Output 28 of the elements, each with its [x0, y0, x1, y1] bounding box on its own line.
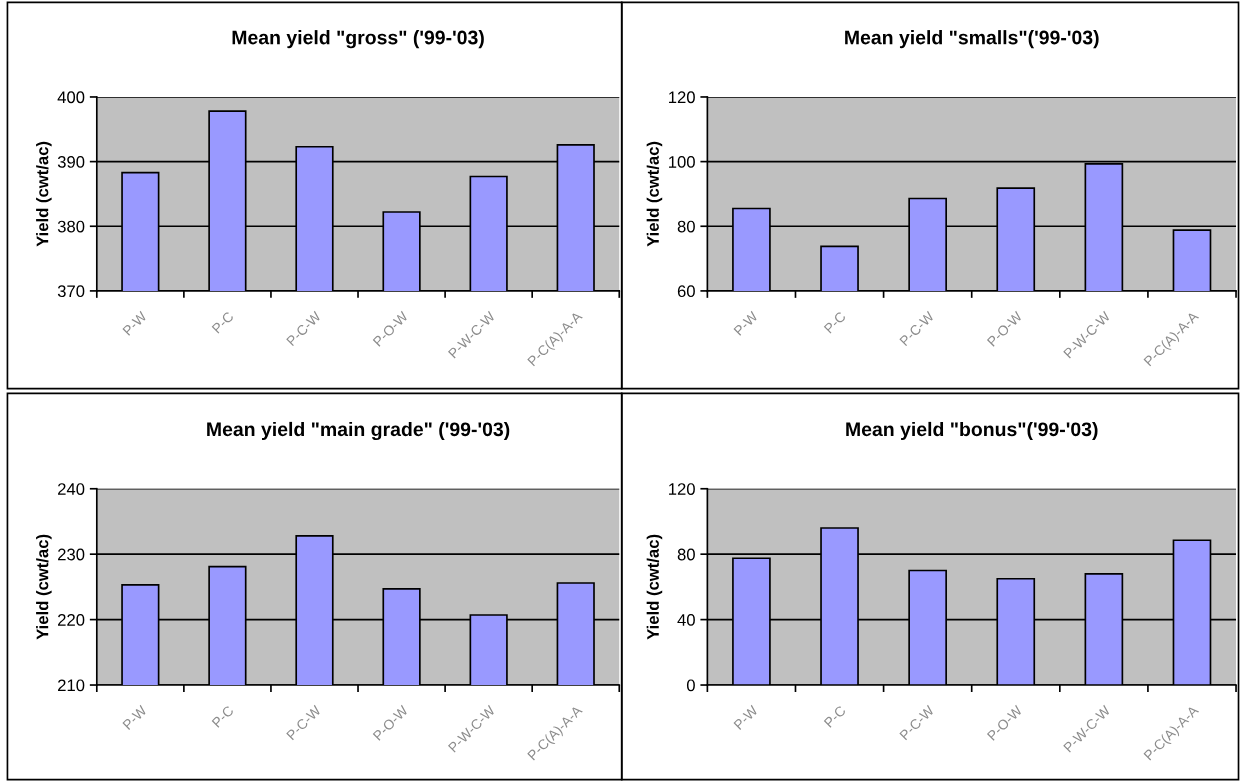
chart-title: Mean yield "main grade" ('99-'03)	[207, 421, 510, 441]
y-axis-title: Yield (cwt/ac)	[36, 141, 52, 247]
y-tick-label: 80	[677, 220, 695, 233]
y-tick-label: 100	[669, 156, 695, 168]
x-tick-label: P-C	[211, 310, 235, 334]
y-tick-label: 230	[58, 548, 85, 561]
x-tick-label: P-C	[823, 310, 847, 334]
chart-title: Mean yield "smalls"('99-'03)	[845, 30, 1099, 49]
y-tick-label: 60	[677, 285, 695, 298]
y-axis-title: Yield (cwt/ac)	[646, 534, 663, 640]
y-tick-label: 40	[677, 614, 695, 626]
y-tick-label: 80	[677, 548, 695, 561]
y-axis-title: Yield (cwt/ac)	[36, 534, 52, 640]
x-tick-label: P-C	[211, 705, 235, 728]
y-tick-label: 370	[57, 285, 85, 298]
y-tick-label: 0	[686, 679, 695, 692]
y-tick-label: 120	[669, 91, 695, 104]
chart-title: Mean yield "gross" ('99-'03)	[232, 30, 484, 49]
y-tick-label: 240	[58, 483, 85, 495]
y-tick-label: 220	[58, 614, 85, 626]
x-tick-label: P-C	[823, 705, 847, 728]
y-tick-label: 210	[58, 679, 85, 692]
chart-title: Mean yield "bonus"('99-'03)	[846, 421, 1098, 441]
y-tick-label: 400	[57, 91, 85, 104]
y-tick-label: 120	[669, 483, 695, 495]
y-tick-label: 390	[57, 156, 85, 168]
y-tick-label: 380	[57, 220, 85, 233]
y-axis-title: Yield (cwt/ac)	[646, 141, 663, 247]
